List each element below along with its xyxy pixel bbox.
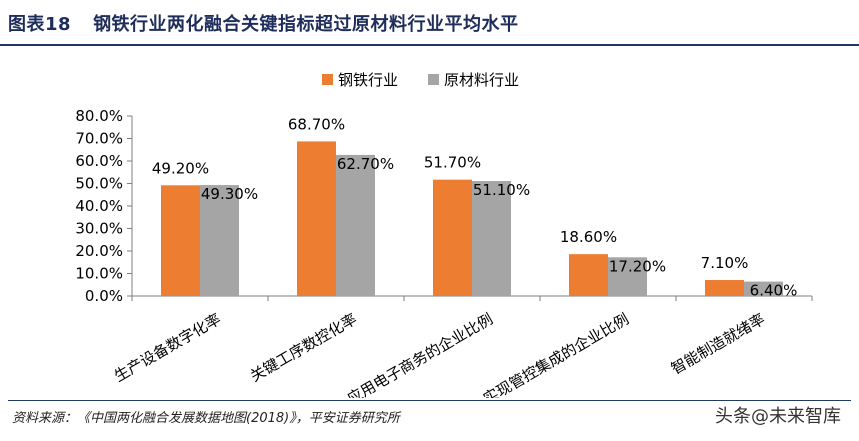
bar-raw-material (200, 185, 239, 296)
x-category-label: 生产设备数字化率 (111, 310, 224, 386)
x-category-label: 关键工序数控化率 (247, 310, 360, 386)
source-note: 资料来源：《中国两化融合发展数据地图(2018)》，平安证券研究所 (12, 411, 400, 426)
bar-chart: 0.0% 10.0% 20.0% 30.0% 40.0% 50.0% 60.0% 70.0% 8… (75, 71, 813, 398)
bar-raw-material (608, 257, 647, 296)
y-tick-label: 40.0% (75, 197, 123, 215)
legend-swatch-steel (322, 74, 333, 85)
y-tick-label: 70.0% (75, 130, 123, 148)
data-label-steel: 68.70% (288, 115, 345, 133)
y-tick-label: 30.0% (75, 220, 123, 238)
data-label-raw-material: 49.30% (201, 185, 258, 203)
watermark-account: @未来智库 (751, 406, 841, 427)
data-label-raw-material: 6.40% (750, 282, 798, 300)
watermark: 头条@未来智库 (715, 402, 841, 428)
bar-raw-material (472, 181, 511, 296)
data-label-steel: 7.10% (701, 254, 749, 272)
y-tick-label: 0.0% (85, 287, 123, 305)
bar-raw-material (744, 281, 783, 296)
data-label-raw-material: 17.20% (609, 257, 666, 275)
y-tick-label: 10.0% (75, 265, 123, 283)
data-label-raw-material: 51.10% (473, 181, 530, 199)
y-tick-label: 20.0% (75, 242, 123, 260)
footer-divider (8, 400, 851, 401)
bar-raw-material (336, 154, 375, 296)
bar-steel (297, 141, 336, 296)
data-label-raw-material: 62.70% (337, 155, 394, 173)
watermark-brand: 头条 (715, 406, 751, 427)
title-bar: 图表18 钢铁行业两化融合关键指标超过原材料行业平均水平 (0, 0, 859, 46)
data-label-steel: 18.60% (560, 228, 617, 246)
y-tick-label: 80.0% (75, 107, 123, 125)
chart-title: 图表18 钢铁行业两化融合关键指标超过原材料行业平均水平 (8, 10, 519, 36)
data-label-steel: 49.20% (152, 159, 209, 177)
x-category-label: 应用电子商务的企业比例 (344, 310, 496, 398)
y-tick-label: 60.0% (75, 152, 123, 170)
x-category-label: 实现管控集成的企业比例 (480, 310, 632, 398)
bar-steel (433, 179, 472, 296)
x-category-label: 智能制造就绪率 (668, 310, 768, 378)
figure-title: 钢铁行业两化融合关键指标超过原材料行业平均水平 (93, 14, 519, 35)
bar-steel (569, 254, 608, 296)
legend-label-raw-material: 原材料行业 (444, 71, 519, 89)
figure-number: 图表18 (8, 14, 72, 35)
data-label-steel: 51.70% (424, 154, 481, 172)
legend-label-steel: 钢铁行业 (338, 71, 398, 89)
y-tick-label: 50.0% (75, 175, 123, 193)
legend-swatch-raw-material (428, 74, 439, 85)
bar-steel (161, 185, 200, 296)
bar-steel (705, 280, 744, 296)
